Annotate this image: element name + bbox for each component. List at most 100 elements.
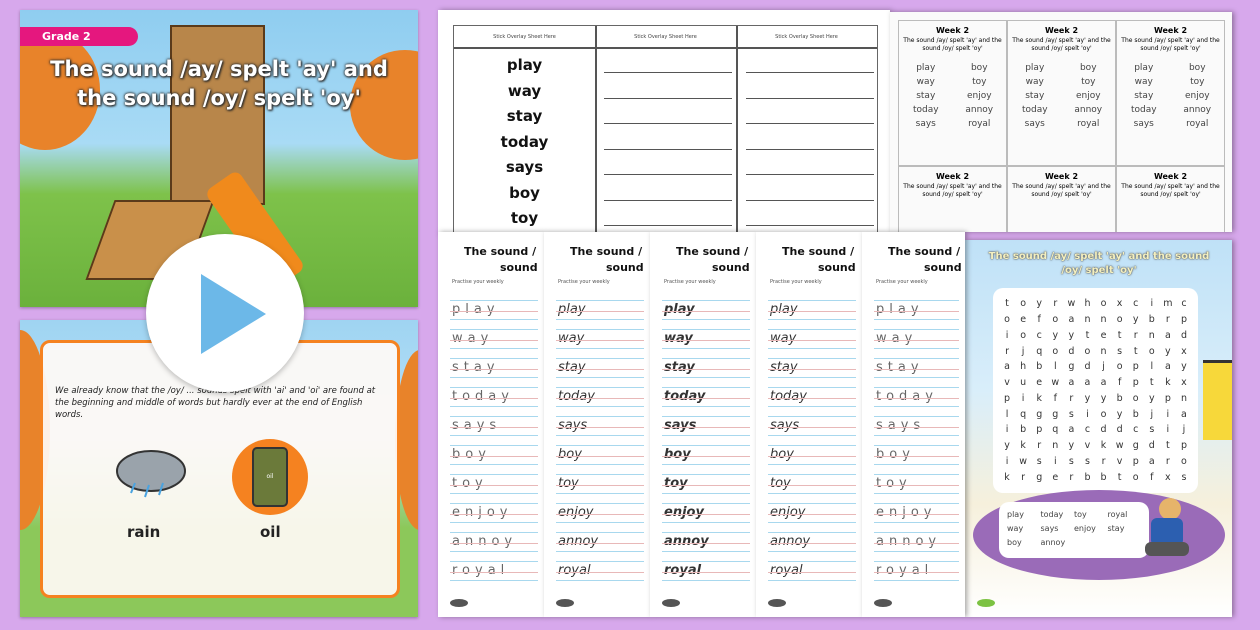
- grid-letter[interactable]: s: [1181, 471, 1187, 483]
- grid-letter[interactable]: k: [1004, 471, 1010, 483]
- grid-letter[interactable]: e: [1036, 377, 1043, 389]
- grid-letter[interactable]: n: [1100, 314, 1107, 326]
- grid-letter[interactable]: q: [1052, 424, 1059, 436]
- grid-letter[interactable]: p: [1132, 455, 1139, 467]
- grid-letter[interactable]: y: [1084, 392, 1091, 404]
- grid-letter[interactable]: o: [1020, 329, 1027, 341]
- grid-letter[interactable]: d: [1100, 424, 1107, 436]
- grid-letter[interactable]: a: [1084, 377, 1091, 389]
- grid-letter[interactable]: d: [1180, 329, 1187, 341]
- grid-letter[interactable]: a: [1164, 361, 1171, 373]
- grid-letter[interactable]: r: [1133, 329, 1138, 341]
- grid-letter[interactable]: r: [1037, 440, 1042, 452]
- grid-letter[interactable]: a: [1148, 455, 1155, 467]
- grid-letter[interactable]: u: [1020, 377, 1027, 389]
- grid-letter[interactable]: y: [1100, 392, 1107, 404]
- grid-letter[interactable]: t: [1085, 329, 1090, 341]
- grid-letter[interactable]: c: [1084, 424, 1091, 436]
- grid-letter[interactable]: e: [1052, 471, 1059, 483]
- grid-letter[interactable]: m: [1163, 298, 1173, 310]
- grid-letter[interactable]: x: [1116, 298, 1123, 310]
- grid-letter[interactable]: k: [1165, 377, 1171, 389]
- grid-letter[interactable]: i: [1053, 455, 1057, 467]
- grid-letter[interactable]: a: [1164, 329, 1171, 341]
- grid-letter[interactable]: e: [1100, 329, 1107, 341]
- grid-letter[interactable]: o: [1100, 298, 1107, 310]
- grid-letter[interactable]: t: [1149, 377, 1154, 389]
- grid-letter[interactable]: d: [1148, 440, 1155, 452]
- grid-letter[interactable]: r: [1005, 345, 1009, 357]
- play-video-button[interactable]: [146, 234, 304, 392]
- grid-letter[interactable]: n: [1084, 314, 1091, 326]
- grid-letter[interactable]: h: [1084, 298, 1091, 310]
- grid-letter[interactable]: b: [1100, 471, 1107, 483]
- grid-letter[interactable]: r: [1069, 471, 1074, 483]
- grid-letter[interactable]: i: [1005, 329, 1009, 341]
- grid-letter[interactable]: s: [1068, 455, 1074, 467]
- grid-letter[interactable]: i: [1166, 424, 1170, 436]
- grid-letter[interactable]: y: [1148, 392, 1155, 404]
- grid-letter[interactable]: o: [1100, 408, 1107, 420]
- grid-letter[interactable]: o: [1181, 455, 1187, 467]
- grid-letter[interactable]: y: [1068, 440, 1075, 452]
- grid-letter[interactable]: t: [1117, 329, 1122, 341]
- grid-letter[interactable]: r: [1021, 471, 1026, 483]
- grid-letter[interactable]: a: [1068, 377, 1075, 389]
- grid-letter[interactable]: r: [1165, 314, 1170, 326]
- grid-letter[interactable]: s: [1068, 408, 1074, 420]
- grid-letter[interactable]: p: [1180, 440, 1187, 452]
- grid-letter[interactable]: f: [1053, 392, 1057, 404]
- grid-letter[interactable]: d: [1068, 345, 1075, 357]
- grid-letter[interactable]: p: [1036, 424, 1043, 436]
- grid-letter[interactable]: h: [1020, 361, 1027, 373]
- grid-letter[interactable]: s: [1149, 424, 1155, 436]
- grid-letter[interactable]: b: [1084, 471, 1091, 483]
- grid-letter[interactable]: w: [1115, 440, 1124, 452]
- grid-letter[interactable]: f: [1117, 377, 1122, 389]
- grid-letter[interactable]: n: [1180, 392, 1187, 404]
- grid-letter[interactable]: g: [1036, 471, 1043, 483]
- grid-letter[interactable]: s: [1117, 345, 1123, 357]
- grid-letter[interactable]: r: [1101, 455, 1106, 467]
- grid-letter[interactable]: j: [1150, 408, 1154, 420]
- grid-letter[interactable]: g: [1068, 361, 1075, 373]
- grid-letter[interactable]: n: [1052, 440, 1059, 452]
- grid-letter[interactable]: w: [1067, 298, 1076, 310]
- grid-letter[interactable]: y: [1068, 329, 1075, 341]
- grid-letter[interactable]: p: [1132, 361, 1139, 373]
- grid-letter[interactable]: y: [1165, 345, 1171, 357]
- grid-letter[interactable]: q: [1020, 408, 1027, 420]
- grid-letter[interactable]: i: [1086, 408, 1089, 420]
- grid-letter[interactable]: b: [1020, 424, 1027, 436]
- grid-letter[interactable]: o: [1004, 314, 1010, 326]
- grid-letter[interactable]: c: [1133, 424, 1139, 436]
- grid-letter[interactable]: b: [1148, 314, 1155, 326]
- grid-letter[interactable]: l: [1053, 361, 1057, 373]
- grid-letter[interactable]: r: [1069, 392, 1074, 404]
- grid-letter[interactable]: y: [1052, 329, 1059, 341]
- grid-letter[interactable]: v: [1116, 455, 1123, 467]
- grid-letter[interactable]: b: [1132, 408, 1139, 420]
- grid-letter[interactable]: f: [1037, 314, 1041, 326]
- grid-letter[interactable]: o: [1132, 392, 1139, 404]
- grid-letter[interactable]: o: [1020, 298, 1027, 310]
- grid-letter[interactable]: t: [1117, 471, 1122, 483]
- grid-letter[interactable]: l: [1150, 361, 1154, 373]
- grid-letter[interactable]: q: [1036, 345, 1043, 357]
- grid-letter[interactable]: o: [1116, 361, 1123, 373]
- grid-letter[interactable]: r: [1053, 298, 1058, 310]
- grid-letter[interactable]: s: [1084, 455, 1090, 467]
- grid-letter[interactable]: w: [1019, 455, 1027, 467]
- grid-letter[interactable]: i: [1166, 408, 1170, 420]
- grid-letter[interactable]: n: [1148, 329, 1155, 341]
- grid-letter[interactable]: t: [1005, 298, 1009, 310]
- grid-letter[interactable]: v: [1004, 377, 1010, 389]
- grid-letter[interactable]: k: [1020, 440, 1026, 452]
- grid-letter[interactable]: x: [1165, 471, 1171, 483]
- grid-letter[interactable]: c: [1036, 329, 1042, 341]
- grid-letter[interactable]: a: [1004, 361, 1010, 373]
- grid-letter[interactable]: y: [1132, 314, 1139, 326]
- grid-letter[interactable]: j: [1102, 361, 1105, 373]
- grid-letter[interactable]: g: [1132, 440, 1139, 452]
- grid-letter[interactable]: d: [1116, 424, 1123, 436]
